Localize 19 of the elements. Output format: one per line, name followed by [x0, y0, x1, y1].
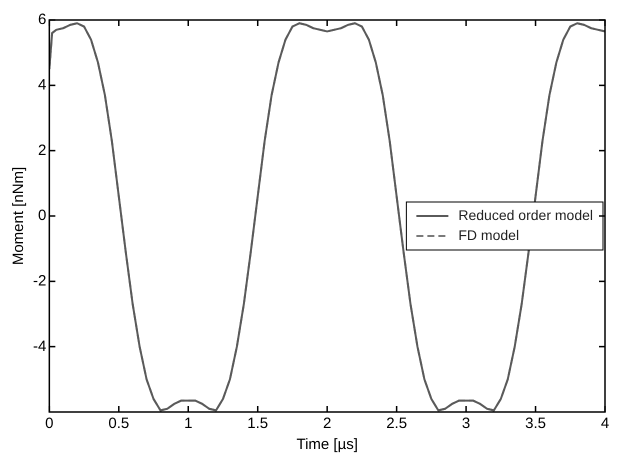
- x-axis-title: Time [µs]: [296, 436, 358, 454]
- x-tick-label: 2.5: [386, 415, 408, 432]
- y-tick-label: 0: [38, 207, 46, 224]
- x-tick-label: 3: [462, 415, 470, 432]
- y-tick-label: 2: [38, 142, 46, 159]
- y-tick-label: 4: [38, 76, 46, 94]
- x-tick-label: 0.5: [108, 415, 130, 432]
- x-tick-label: 1: [184, 415, 192, 432]
- x-tick-label: 1.5: [247, 415, 268, 432]
- y-tick-label: -2: [32, 272, 46, 290]
- y-tick-label: -4: [32, 338, 46, 355]
- x-tick-label: 2: [322, 415, 332, 432]
- y-axis-title: Moment [nNm]: [10, 166, 28, 266]
- legend-label: Reduced order model: [458, 206, 594, 223]
- y-tick-label: 6: [38, 11, 46, 28]
- x-tick-label: 4: [600, 415, 610, 432]
- line-series: [49, 22, 605, 412]
- legend-label: FD model: [458, 226, 520, 243]
- x-tick-label: 3.5: [525, 415, 546, 432]
